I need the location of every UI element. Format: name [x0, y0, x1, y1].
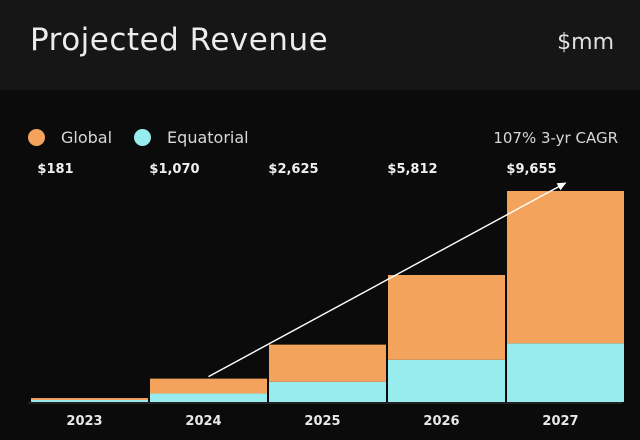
x-tick-label-2025: 2025	[304, 414, 340, 429]
legend-swatch-global	[28, 129, 45, 146]
bar-equatorial-2025	[269, 381, 386, 402]
bar-equatorial-2027	[507, 343, 624, 402]
trend-arrow	[208, 182, 567, 378]
unit-label: $mm	[557, 30, 614, 55]
cagr-annotation: 107% 3-yr CAGR	[493, 129, 618, 147]
bar-global-2027	[507, 191, 624, 344]
x-tick-label-2023: 2023	[66, 414, 102, 429]
page-title: Projected Revenue	[30, 22, 329, 58]
header-band: Projected Revenue $mm	[0, 0, 640, 90]
bar-equatorial-2026	[388, 359, 505, 402]
bar-equatorial-2023	[31, 400, 148, 402]
total-label-2026: $5,812	[387, 162, 437, 177]
bar-global-2024	[150, 378, 267, 394]
total-label-2025: $2,625	[268, 162, 318, 177]
total-label-2024: $1,070	[149, 162, 199, 177]
total-label-2023: $181	[37, 162, 73, 177]
bar-global-2023	[31, 398, 148, 401]
legend-item-equatorial: Equatorial	[134, 128, 249, 147]
bar-equatorial-2024	[150, 393, 267, 402]
x-tick-label-2024: 2024	[185, 414, 221, 429]
legend-label-equatorial: Equatorial	[167, 128, 249, 147]
bar-global-2025	[269, 344, 386, 382]
x-tick-label-2026: 2026	[423, 414, 459, 429]
x-tick-label-2027: 2027	[542, 414, 578, 429]
legend: Global Equatorial	[28, 128, 271, 147]
legend-label-global: Global	[61, 128, 113, 147]
total-label-2027: $9,655	[506, 162, 556, 177]
legend-swatch-equatorial	[134, 129, 152, 146]
bar-global-2026	[388, 274, 505, 360]
legend-item-global: Global	[28, 128, 112, 147]
